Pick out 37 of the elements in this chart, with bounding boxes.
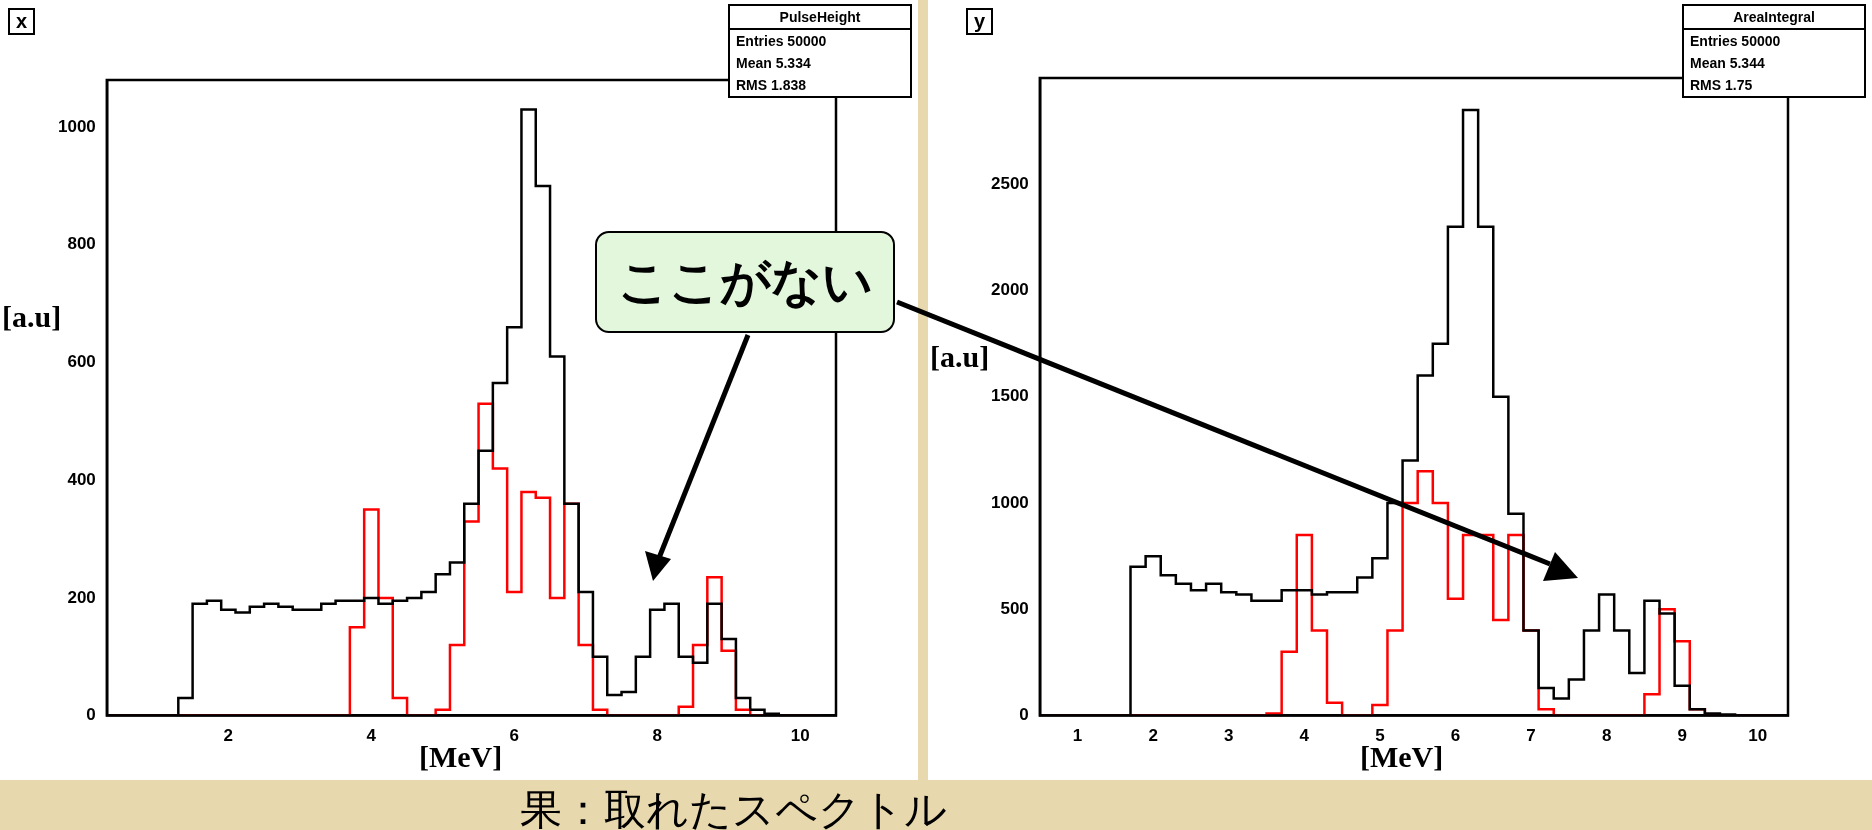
x-tick-label: 6 xyxy=(1450,726,1461,746)
chart-title: y xyxy=(966,8,994,35)
x-tick-label: 10 xyxy=(790,726,810,746)
x-tick-label: 4 xyxy=(1299,726,1310,746)
stats-box: AreaIntegral Entries 50000 Mean 5.344 RMS 1.75 xyxy=(1682,4,1866,98)
x-tick-label: 8 xyxy=(652,726,663,746)
x-tick-label: 8 xyxy=(1601,726,1612,746)
callout-box: ここがない xyxy=(595,231,895,333)
x-tick-label: 1 xyxy=(1072,726,1083,746)
y-axis-title: [a.u] xyxy=(2,300,62,334)
y-tick-label: 1000 xyxy=(990,492,1029,512)
x-tick-label: 3 xyxy=(1224,726,1234,746)
y-tick-label: 2500 xyxy=(990,173,1029,193)
y-tick-label: 0 xyxy=(86,705,96,725)
x-tick-label: 10 xyxy=(1748,726,1768,746)
y-tick-label: 1000 xyxy=(57,116,96,136)
y-tick-label: 2000 xyxy=(990,280,1029,300)
x-tick-label: 9 xyxy=(1677,726,1687,746)
x-tick-label: 2 xyxy=(1148,726,1158,746)
x-tick-label: 4 xyxy=(366,726,377,746)
y-tick-label: 500 xyxy=(1000,599,1029,619)
stats-box: PulseHeight Entries 50000 Mean 5.334 RMS 1.838 xyxy=(728,4,912,98)
annotation: RMS 1.838 xyxy=(735,76,808,95)
y-tick-label: 400 xyxy=(67,469,96,489)
chart-title: x xyxy=(8,8,36,35)
x-tick-label: 6 xyxy=(509,726,520,746)
y-tick-label: 200 xyxy=(67,587,96,607)
y-tick-label: 800 xyxy=(67,234,96,254)
y-tick-label: 600 xyxy=(67,352,96,372)
x-tick-label: 7 xyxy=(1526,726,1536,746)
annotation: RMS 1.75 xyxy=(1689,76,1754,95)
x-tick-label: 2 xyxy=(223,726,234,746)
x-axis-title: [MeV] xyxy=(419,740,503,774)
y-tick-label: 0 xyxy=(1019,705,1029,725)
y-tick-label: 1500 xyxy=(990,386,1029,406)
text: 果：取れたスペクトル xyxy=(520,784,947,830)
y-axis-title: [a.u] xyxy=(930,340,990,374)
